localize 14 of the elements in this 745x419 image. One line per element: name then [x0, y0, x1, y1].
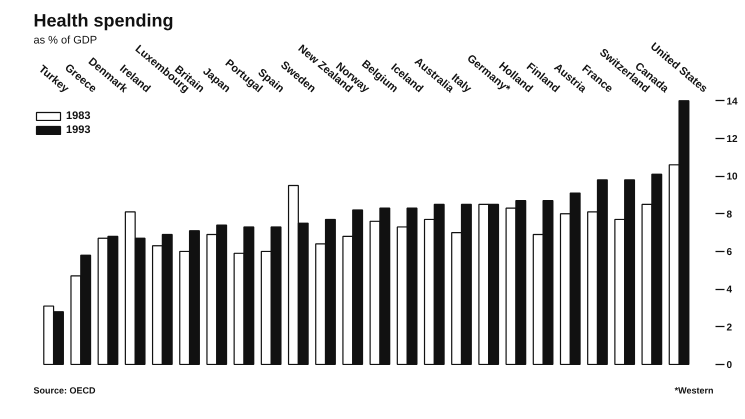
y-tick-label: 10 — [726, 172, 738, 183]
chart-title: Health spending — [34, 10, 174, 30]
y-tick-label: 4 — [726, 284, 732, 296]
text: as % of GDP — [34, 34, 98, 46]
annotation: Source: OECD — [34, 386, 96, 396]
y-tick-label: 6 — [726, 246, 732, 258]
y-tick-label: 0 — [726, 360, 732, 371]
y-tick-label: 8 — [726, 209, 732, 220]
y-tick-label: 12 — [726, 134, 738, 145]
legend-label: 1993 — [66, 124, 90, 136]
y-tick-label: 14 — [726, 96, 738, 108]
legend-label: 1983 — [66, 110, 90, 122]
y-tick-label: 2 — [726, 322, 732, 334]
annotation: *Western — [674, 386, 714, 396]
